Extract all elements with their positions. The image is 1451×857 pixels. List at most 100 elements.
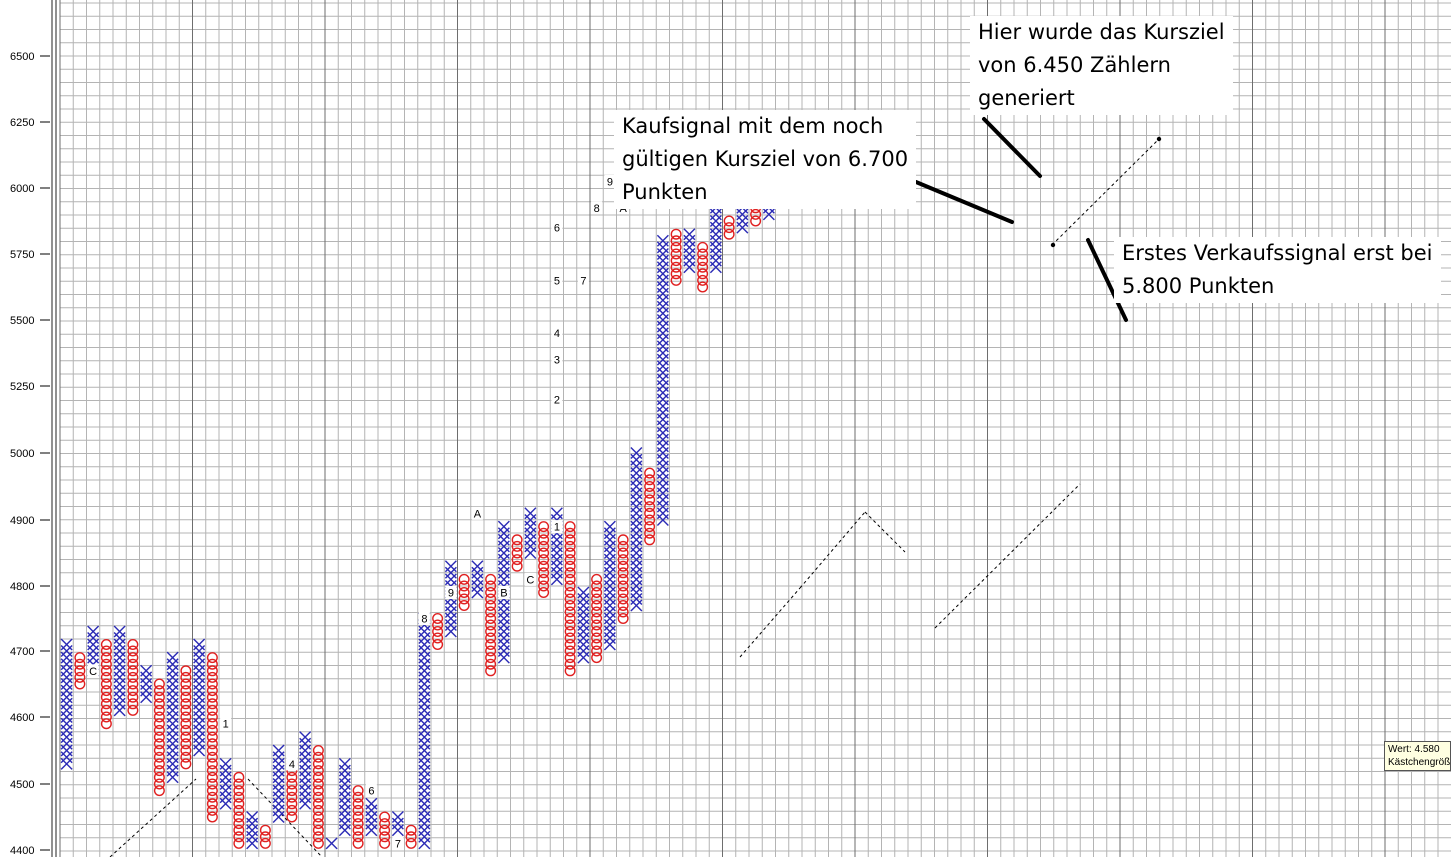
annotation-pointers xyxy=(914,117,1128,322)
o-mark xyxy=(312,758,324,770)
o-mark xyxy=(206,665,218,677)
o-mark xyxy=(670,235,682,247)
o-mark xyxy=(286,785,298,797)
o-mark xyxy=(591,600,603,612)
month-marker: 9 xyxy=(607,176,613,188)
o-mark xyxy=(206,685,218,697)
annotation-line: Hier wurde das Kursziel xyxy=(978,20,1225,44)
o-mark xyxy=(379,818,391,830)
annotation-line: generiert xyxy=(978,86,1075,110)
o-mark xyxy=(564,639,576,651)
o-mark xyxy=(405,824,417,836)
annotation-line: von 6.450 Zählern xyxy=(978,53,1171,77)
month-marker: 8 xyxy=(594,203,600,215)
o-mark xyxy=(538,527,550,539)
x-mark-stroke xyxy=(683,228,696,241)
o-mark xyxy=(591,619,603,631)
o-mark xyxy=(100,711,112,723)
marker-bg xyxy=(551,273,563,287)
o-mark xyxy=(233,831,245,843)
o-mark xyxy=(564,587,576,599)
o-mark xyxy=(538,587,550,599)
marker-bg xyxy=(445,586,457,599)
o-mark xyxy=(233,778,245,790)
month-marker: 7 xyxy=(395,838,401,850)
o-mark xyxy=(180,711,192,723)
x-mark xyxy=(444,560,457,573)
month-marker: 8 xyxy=(421,614,427,626)
o-mark xyxy=(644,467,656,479)
o-mark xyxy=(127,645,139,657)
o-mark xyxy=(312,824,324,836)
month-marker: B xyxy=(500,588,507,600)
o-mark xyxy=(564,606,576,618)
o-mark xyxy=(617,554,629,566)
o-mark xyxy=(591,645,603,657)
o-mark xyxy=(591,580,603,592)
o-mark xyxy=(153,765,165,777)
o-mark xyxy=(312,778,324,790)
x-mark-stroke xyxy=(550,507,563,520)
o-mark xyxy=(617,606,629,618)
value-tooltip: Wert: 4.580 Kästchengröße xyxy=(1384,741,1451,771)
o-mark xyxy=(233,791,245,803)
o-mark xyxy=(617,593,629,605)
y-tick-label: 4800 xyxy=(10,581,34,593)
o-mark xyxy=(485,658,497,670)
o-mark xyxy=(564,567,576,579)
o-mark xyxy=(697,281,709,293)
x-mark xyxy=(193,638,206,651)
o-mark xyxy=(564,593,576,605)
y-tick-label: 6000 xyxy=(10,183,34,195)
o-mark xyxy=(591,626,603,638)
o-mark xyxy=(617,600,629,612)
o-mark xyxy=(591,587,603,599)
o-mark xyxy=(206,804,218,816)
o-mark xyxy=(485,587,497,599)
o-mark xyxy=(100,639,112,651)
o-mark xyxy=(564,580,576,592)
x-mark-stroke xyxy=(444,560,457,573)
month-marker: C xyxy=(89,666,97,678)
o-mark xyxy=(564,554,576,566)
o-mark xyxy=(564,619,576,631)
o-mark xyxy=(538,567,550,579)
marker-bg xyxy=(551,221,563,235)
o-mark xyxy=(312,765,324,777)
o-mark xyxy=(750,208,762,220)
o-mark xyxy=(206,658,218,670)
o-mark xyxy=(206,718,218,730)
annotation-pointer xyxy=(914,180,1014,224)
x-mark-stroke xyxy=(630,447,643,459)
x-mark xyxy=(60,638,73,651)
o-mark xyxy=(379,811,391,823)
x-mark xyxy=(630,447,643,459)
o-mark xyxy=(697,268,709,280)
o-mark xyxy=(206,652,218,664)
o-mark xyxy=(259,837,271,849)
x-mark-stroke xyxy=(193,638,206,651)
o-mark xyxy=(100,691,112,703)
o-mark xyxy=(206,745,218,757)
marker-bg xyxy=(220,717,232,731)
marker-bg xyxy=(577,273,589,287)
o-mark xyxy=(564,652,576,664)
y-tick-label: 5500 xyxy=(10,315,34,327)
o-mark xyxy=(723,228,735,240)
o-mark xyxy=(259,831,271,843)
o-mark xyxy=(352,804,364,816)
x-mark-stroke xyxy=(497,520,510,533)
o-mark xyxy=(233,824,245,836)
o-mark xyxy=(206,771,218,783)
month-marker: A xyxy=(474,508,482,520)
o-mark xyxy=(644,534,656,546)
o-mark xyxy=(485,626,497,638)
o-mark xyxy=(180,665,192,677)
marker-bg xyxy=(392,836,404,850)
o-mark xyxy=(511,540,523,552)
o-mark xyxy=(180,691,192,703)
o-mark xyxy=(670,241,682,253)
o-mark xyxy=(206,731,218,743)
tooltip-value: Wert: 4.580 xyxy=(1388,744,1440,755)
o-mark xyxy=(485,613,497,625)
